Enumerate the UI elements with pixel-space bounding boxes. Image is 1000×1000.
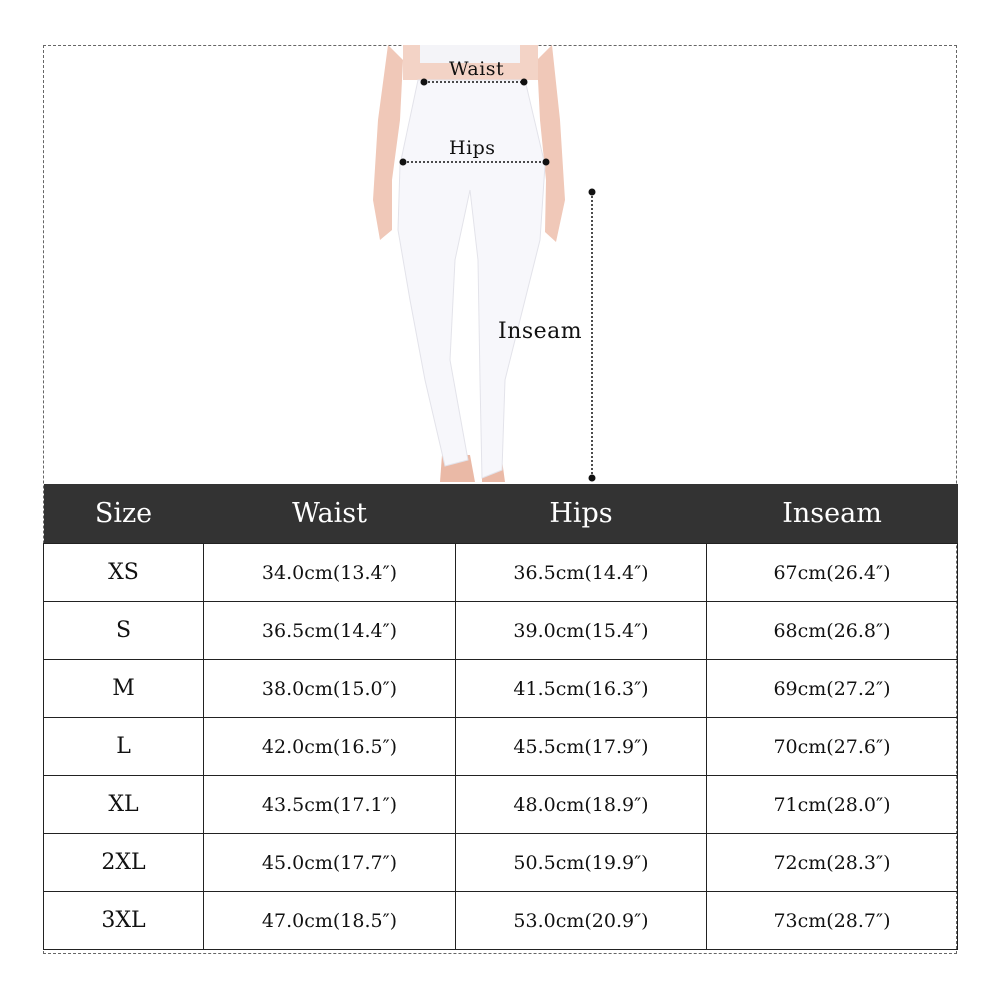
table-row: XS 34.0cm(13.4″) 36.5cm(14.4″) 67cm(26.4″) [43, 543, 958, 602]
table-row: XL 43.5cm(17.1″) 48.0cm(18.9″) 71cm(28.0″) [43, 775, 958, 834]
cell-waist: 45.0cm(17.7″) [203, 833, 456, 892]
inseam-measure-line [588, 188, 596, 482]
header-size: Size [43, 484, 204, 544]
cell-waist: 43.5cm(17.1″) [203, 775, 456, 834]
hips-measure-line [399, 158, 550, 166]
header-waist: Waist [203, 484, 456, 544]
cell-waist: 36.5cm(14.4″) [203, 601, 456, 660]
cell-size: L [43, 717, 204, 776]
cell-inseam: 68cm(26.8″) [706, 601, 958, 660]
cell-waist: 38.0cm(15.0″) [203, 659, 456, 718]
table-header-row: Size Waist Hips Inseam [43, 484, 958, 544]
cell-inseam: 70cm(27.6″) [706, 717, 958, 776]
cell-hips: 50.5cm(19.9″) [455, 833, 707, 892]
cell-size: 3XL [43, 891, 204, 950]
cell-waist: 34.0cm(13.4″) [203, 543, 456, 602]
cell-inseam: 71cm(28.0″) [706, 775, 958, 834]
header-inseam: Inseam [706, 484, 958, 544]
table-row: M 38.0cm(15.0″) 41.5cm(16.3″) 69cm(27.2″) [43, 659, 958, 718]
header-hips: Hips [455, 484, 707, 544]
cell-inseam: 72cm(28.3″) [706, 833, 958, 892]
cell-hips: 48.0cm(18.9″) [455, 775, 707, 834]
cell-hips: 45.5cm(17.9″) [455, 717, 707, 776]
table-row: 2XL 45.0cm(17.7″) 50.5cm(19.9″) 72cm(28.3″) [43, 833, 958, 892]
cell-size: XS [43, 543, 204, 602]
cell-hips: 36.5cm(14.4″) [455, 543, 707, 602]
cell-size: M [43, 659, 204, 718]
cell-size: 2XL [43, 833, 204, 892]
table-row: 3XL 47.0cm(18.5″) 53.0cm(20.9″) 73cm(28.7″) [43, 891, 958, 950]
cell-waist: 42.0cm(16.5″) [203, 717, 456, 776]
hips-label: Hips [449, 137, 496, 159]
cell-inseam: 69cm(27.2″) [706, 659, 958, 718]
inseam-label: Inseam [498, 319, 583, 344]
waist-label: Waist [449, 58, 505, 80]
cell-inseam: 67cm(26.4″) [706, 543, 958, 602]
cell-size: XL [43, 775, 204, 834]
size-chart-table: Size Waist Hips Inseam XS 34.0cm(13.4″) 36… [43, 484, 958, 950]
waist-measure-line [420, 78, 528, 86]
cell-inseam: 73cm(28.7″) [706, 891, 958, 950]
cell-hips: 41.5cm(16.3″) [455, 659, 707, 718]
cell-size: S [43, 601, 204, 660]
cell-hips: 53.0cm(20.9″) [455, 891, 707, 950]
cell-waist: 47.0cm(18.5″) [203, 891, 456, 950]
table-row: L 42.0cm(16.5″) 45.5cm(17.9″) 70cm(27.6″) [43, 717, 958, 776]
cell-hips: 39.0cm(15.4″) [455, 601, 707, 660]
leggings-illustration [373, 45, 596, 482]
table-row: S 36.5cm(14.4″) 39.0cm(15.4″) 68cm(26.8″) [43, 601, 958, 660]
